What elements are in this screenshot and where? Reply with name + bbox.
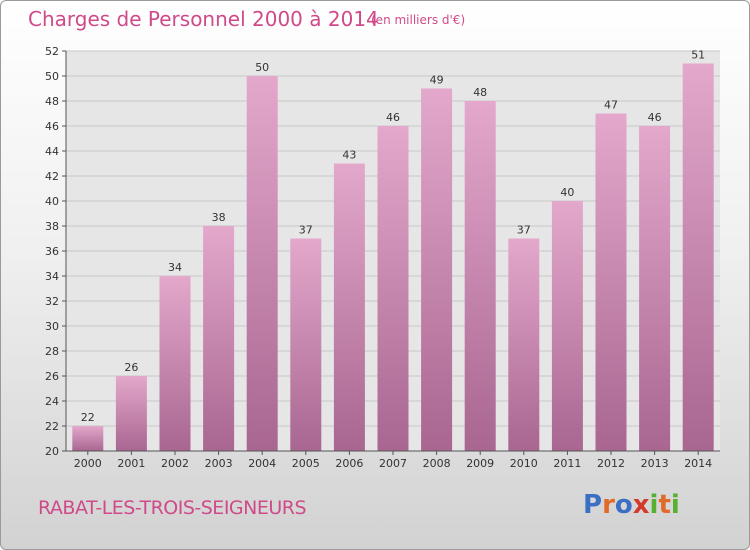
- y-tick-label: 22: [45, 420, 59, 433]
- x-tick-label: 2011: [553, 457, 581, 470]
- bar-value-label: 26: [124, 361, 138, 374]
- logo-letter: o: [614, 490, 633, 520]
- bar-value-label: 47: [604, 99, 618, 112]
- y-tick-label: 38: [45, 220, 59, 233]
- bar: [551, 201, 583, 451]
- x-tick-label: 2009: [466, 457, 494, 470]
- y-tick-label: 24: [45, 395, 59, 408]
- y-tick-label: 40: [45, 195, 59, 208]
- y-tick-label: 20: [45, 445, 59, 458]
- bar: [421, 88, 453, 451]
- y-tick-label: 46: [45, 120, 59, 133]
- x-tick-label: 2006: [335, 457, 363, 470]
- x-tick-label: 2005: [292, 457, 320, 470]
- bar-value-label: 50: [255, 61, 269, 74]
- bar-value-label: 40: [560, 186, 574, 199]
- unit-note: (en milliers d'€): [371, 13, 466, 27]
- x-tick-label: 2008: [423, 457, 451, 470]
- x-tick-label: 2003: [205, 457, 233, 470]
- bar: [203, 226, 235, 451]
- bar-value-label: 37: [517, 224, 531, 237]
- x-tick-label: 2010: [510, 457, 538, 470]
- bar: [464, 101, 496, 451]
- x-tick-label: 2012: [597, 457, 625, 470]
- x-tick-label: 2007: [379, 457, 407, 470]
- x-tick-label: 2001: [117, 457, 145, 470]
- logo-letter: t: [658, 490, 671, 520]
- y-tick-label: 34: [45, 270, 59, 283]
- bar: [639, 126, 671, 451]
- y-tick-label: 26: [45, 370, 59, 383]
- bar: [377, 126, 409, 451]
- bar-value-label: 49: [430, 74, 444, 87]
- bar: [595, 113, 627, 451]
- bar-value-label: 46: [648, 111, 662, 124]
- y-tick-label: 28: [45, 345, 59, 358]
- y-tick-label: 32: [45, 295, 59, 308]
- bar-value-label: 22: [81, 411, 95, 424]
- x-tick-label: 2002: [161, 457, 189, 470]
- logo-letter: x: [632, 490, 650, 520]
- bar-value-label: 46: [386, 111, 400, 124]
- y-tick-label: 44: [45, 145, 59, 158]
- x-tick-label: 2013: [641, 457, 669, 470]
- bar: [115, 376, 147, 451]
- logo-letter: P: [583, 490, 603, 520]
- logo-letter: i: [670, 490, 680, 520]
- y-tick-label: 48: [45, 95, 59, 108]
- y-tick-label: 42: [45, 170, 59, 183]
- bar: [72, 426, 104, 451]
- bar-value-label: 43: [342, 149, 356, 162]
- bar: [290, 238, 322, 451]
- y-tick-label: 30: [45, 320, 59, 333]
- bar: [246, 76, 278, 451]
- bar: [333, 163, 365, 451]
- y-tick-label: 50: [45, 70, 59, 83]
- bar: [508, 238, 540, 451]
- y-tick-label: 36: [45, 245, 59, 258]
- bar-value-label: 37: [299, 224, 313, 237]
- logo-letter: r: [602, 490, 615, 520]
- x-tick-label: 2014: [684, 457, 712, 470]
- commune-name: RABAT-LES-TROIS-SEIGNEURS: [38, 497, 307, 519]
- chart-title: Charges de Personnel 2000 à 2014: [28, 7, 379, 31]
- bar: [682, 63, 714, 451]
- x-tick-label: 2000: [74, 457, 102, 470]
- bar-value-label: 38: [212, 211, 226, 224]
- bar: [159, 276, 191, 451]
- bar-value-label: 34: [168, 261, 182, 274]
- proxiti-logo: Proxiti: [583, 490, 680, 520]
- bar-value-label: 51: [691, 49, 705, 62]
- bar-value-label: 48: [473, 86, 487, 99]
- x-tick-label: 2004: [248, 457, 276, 470]
- logo-letter: i: [649, 490, 659, 520]
- y-tick-label: 52: [45, 45, 59, 58]
